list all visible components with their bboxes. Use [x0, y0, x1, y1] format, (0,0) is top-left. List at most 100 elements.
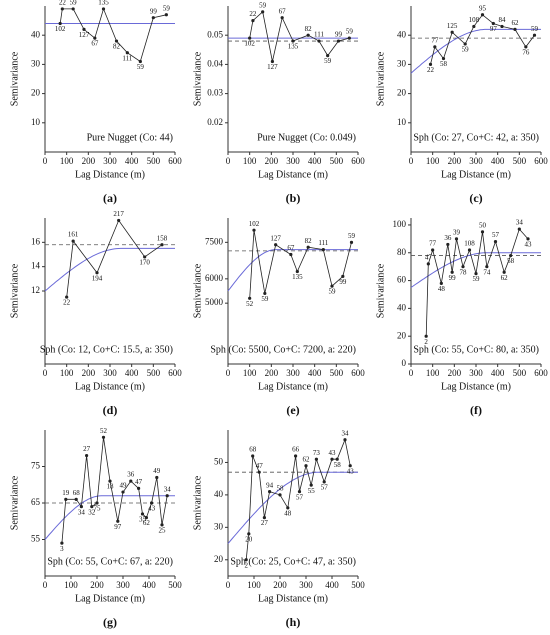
- y-tick-label: 6000: [205, 273, 224, 283]
- pair-count: 84: [499, 16, 507, 24]
- x-tick-label: 200: [82, 368, 96, 378]
- pair-count: 62: [303, 455, 311, 463]
- y-tick-label: 40: [397, 29, 407, 39]
- pair-count: 161: [68, 231, 79, 239]
- pair-count: 108: [464, 240, 475, 248]
- pair-count: 52: [100, 427, 108, 435]
- data-point: [164, 13, 168, 17]
- data-point: [251, 454, 255, 458]
- x-axis-label: Lag Distance (m): [258, 381, 328, 392]
- pair-count: 48: [438, 285, 446, 293]
- pair-count: 59: [261, 295, 269, 303]
- x-tick-label: 500: [168, 580, 182, 590]
- data-point: [297, 490, 302, 494]
- pair-count: 57: [492, 231, 500, 239]
- data-point: [509, 253, 513, 258]
- data-point: [480, 230, 485, 234]
- x-tick-label: 0: [409, 368, 414, 378]
- pair-count: 27: [83, 445, 91, 453]
- empirical-line: [66, 219, 163, 298]
- pair-count: 67: [279, 7, 287, 15]
- data-point: [58, 21, 62, 26]
- pair-count: 59: [346, 28, 354, 36]
- data-point: [151, 16, 155, 20]
- pair-count: 22: [427, 66, 435, 74]
- pair-count: 35: [139, 516, 147, 524]
- data-point: [95, 271, 99, 275]
- pair-count: 82: [305, 237, 313, 245]
- y-tick-label: 0.03: [207, 88, 223, 98]
- data-point: [289, 252, 293, 257]
- panel: 5000 6000 7500 0 100 200 300 400 500 600 52 102 59 12…: [192, 218, 365, 417]
- data-point: [85, 453, 89, 458]
- data-point: [428, 62, 433, 66]
- pair-count: 50: [479, 222, 487, 230]
- data-point: [426, 262, 430, 266]
- x-tick-label: 500: [330, 368, 344, 378]
- data-point: [144, 516, 148, 520]
- pair-count: 57: [321, 484, 329, 492]
- pair-count: 194: [92, 274, 103, 282]
- data-point: [114, 39, 119, 43]
- data-point: [129, 479, 133, 483]
- panel: 12 14 16 0 100 200 300 400 500 600 22 161 194 217 170 1…: [9, 210, 182, 417]
- data-point: [274, 243, 278, 247]
- data-point: [137, 486, 141, 490]
- pair-count: 3: [60, 545, 64, 553]
- x-tick-label: 400: [125, 156, 139, 166]
- x-tick-label: 400: [308, 368, 322, 378]
- y-tick-label: 40: [31, 29, 41, 39]
- empirical-line: [249, 230, 352, 299]
- pair-count: 97: [490, 25, 498, 33]
- data-point: [295, 269, 299, 274]
- data-point: [116, 519, 120, 523]
- pair-count: 170: [139, 259, 150, 267]
- data-point: [270, 59, 275, 64]
- pair-count: 127: [79, 31, 90, 39]
- data-point: [517, 227, 521, 231]
- data-point: [140, 512, 145, 516]
- pair-count: 59: [462, 46, 470, 54]
- data-point: [349, 240, 354, 244]
- data-point: [532, 33, 537, 37]
- pair-count: 32: [88, 508, 96, 516]
- pair-count: 27: [261, 519, 269, 527]
- pair-count: 59: [348, 232, 356, 240]
- pair-count: 43: [329, 449, 337, 457]
- x-tick-label: 400: [325, 580, 339, 590]
- x-tick-label: 0: [43, 156, 48, 166]
- data-point: [526, 237, 530, 241]
- data-point: [467, 248, 472, 252]
- y-axis-label: Semivariance: [375, 51, 386, 106]
- y-tick-label: 40: [214, 489, 224, 499]
- pair-count: 77: [431, 36, 439, 44]
- data-point: [309, 483, 313, 487]
- data-point: [74, 497, 78, 501]
- pair-count: 127: [270, 234, 281, 242]
- pair-count: 99: [339, 278, 347, 286]
- data-point: [450, 30, 454, 34]
- y-tick-label: 16: [31, 236, 41, 246]
- data-point: [446, 242, 450, 247]
- data-point: [314, 457, 318, 461]
- x-tick-label: 100: [60, 368, 74, 378]
- pair-count: 67: [91, 40, 99, 48]
- panel: 0.02 0.03 0.04 0.05 0 100 200 300 400 500 600 102 22…: [192, 1, 365, 204]
- model-curve: [227, 249, 358, 292]
- x-tick-label: 500: [351, 580, 365, 590]
- x-tick-label: 400: [125, 368, 139, 378]
- data-point: [160, 243, 164, 247]
- annotation: Pure Nugget (Co: 44): [87, 132, 173, 143]
- annotation: Sph (Co: 5500, Co+C: 7200, a: 220): [210, 344, 356, 355]
- data-point: [441, 56, 446, 61]
- y-tick-label: 60: [397, 275, 407, 285]
- data-point: [291, 39, 295, 43]
- data-point: [108, 479, 112, 483]
- pair-count: 59: [473, 275, 481, 283]
- data-point: [335, 457, 339, 461]
- data-point: [463, 42, 467, 46]
- data-point: [336, 39, 341, 43]
- empirical-line: [430, 14, 535, 65]
- y-tick-label: 14: [31, 261, 41, 271]
